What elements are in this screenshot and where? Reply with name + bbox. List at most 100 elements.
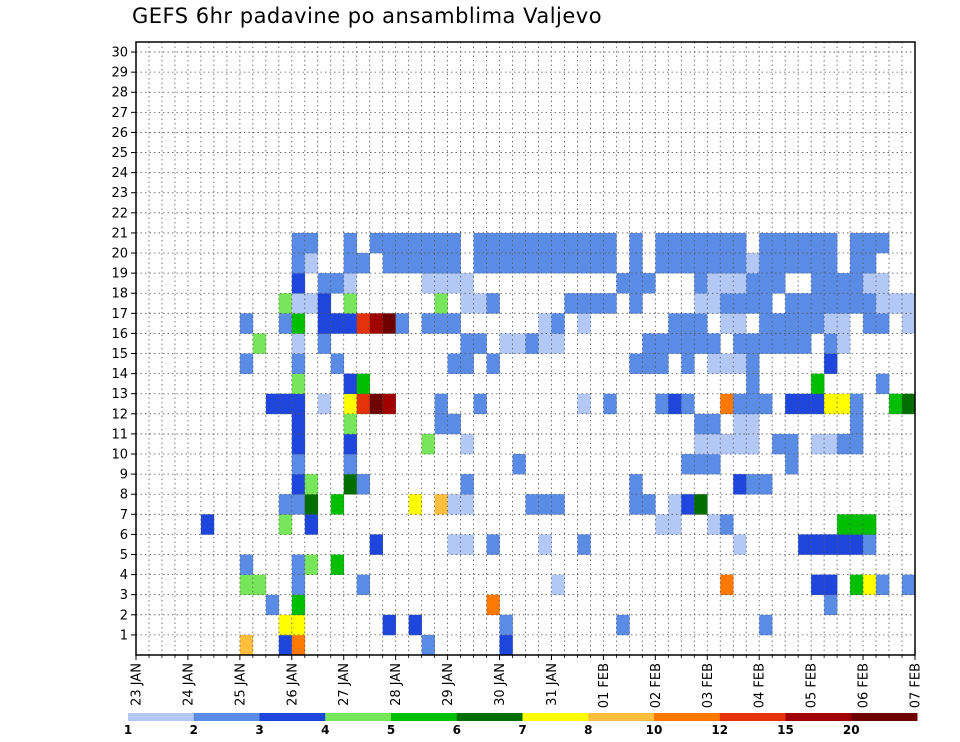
legend-label: 3 — [255, 723, 263, 737]
heatmap-cell — [603, 293, 617, 314]
heatmap-cell — [369, 313, 383, 334]
heatmap-cell — [746, 373, 760, 395]
heatmap-cell — [603, 232, 617, 254]
heatmap-cell — [460, 293, 474, 314]
heatmap-cell — [837, 333, 851, 354]
heatmap-cell — [668, 253, 682, 274]
heatmap-cell — [694, 333, 708, 354]
x-axis: 23 JAN 24 JAN 25 JAN 26 JAN 27 JAN 28 JAN 29 J… — [130, 655, 924, 708]
x-tick-label: 26 JAN — [285, 663, 300, 706]
heatmap-cell — [694, 273, 708, 294]
heatmap-cell — [512, 253, 526, 274]
heatmap-cell — [291, 433, 306, 455]
heatmap-cell — [694, 494, 708, 515]
heatmap-cell — [382, 232, 396, 254]
heatmap-cell — [811, 273, 825, 294]
heatmap-cell — [733, 253, 747, 274]
heatmap-cell — [577, 253, 591, 274]
heatmap-cell — [291, 454, 306, 475]
heatmap-cell — [317, 273, 332, 294]
heatmap-cell — [629, 293, 643, 314]
legend-label: 6 — [453, 723, 461, 737]
y-tick-label: 13 — [111, 387, 128, 402]
heatmap-cell — [759, 293, 773, 314]
heatmap-cell — [772, 232, 786, 254]
heatmap-cell — [668, 393, 682, 415]
heatmap-cell — [694, 433, 708, 455]
heatmap-cell — [733, 413, 747, 435]
heatmap-cell — [304, 253, 319, 274]
heatmap-cell — [343, 313, 358, 334]
heatmap-cell — [798, 333, 812, 354]
heatmap-cell — [707, 454, 721, 475]
heatmap-cell — [356, 373, 370, 395]
heatmap-cell — [863, 232, 877, 254]
legend-swatch — [719, 713, 786, 721]
heatmap-cell — [382, 253, 396, 274]
heatmap-cell — [460, 474, 474, 495]
x-tick-label: 06 FEB — [857, 663, 872, 708]
heatmap-cell — [824, 333, 838, 354]
heatmap-cell — [824, 574, 838, 596]
heatmap-cell — [577, 293, 591, 314]
y-tick-label: 26 — [111, 126, 128, 141]
heatmap-cell — [876, 232, 890, 254]
heatmap-cell — [369, 393, 383, 415]
heatmap-cell — [850, 273, 864, 294]
heatmap-cell — [356, 574, 370, 596]
heatmap-cell — [486, 253, 500, 274]
heatmap-cell — [421, 273, 435, 294]
heatmap-cell — [603, 253, 617, 274]
heatmap-cell — [785, 232, 799, 254]
legend-swatch — [259, 713, 326, 721]
heatmap-cell — [759, 232, 773, 254]
heatmap-cell — [200, 514, 215, 535]
heatmap-cell — [720, 232, 734, 254]
heatmap-cell — [811, 574, 825, 596]
heatmap-cell — [278, 494, 293, 515]
heatmap-cell — [590, 253, 604, 274]
heatmap-cell — [551, 253, 565, 274]
y-axis: 1234567891011121314151617181920212223242… — [111, 46, 136, 643]
heatmap-cell — [785, 433, 799, 455]
y-tick-label: 9 — [120, 468, 128, 483]
heatmap-cell — [512, 232, 526, 254]
heatmap-cell — [668, 313, 682, 334]
heatmap-cell — [850, 232, 864, 254]
heatmap-cell — [291, 313, 306, 334]
heatmap-cell — [343, 393, 358, 415]
legend-label: 5 — [387, 723, 395, 737]
heatmap-cell — [525, 333, 539, 354]
heatmap-cell — [902, 313, 916, 334]
x-tick-label: 03 FEB — [701, 663, 716, 708]
heatmap-cell — [746, 413, 760, 435]
heatmap-cell — [538, 333, 552, 354]
heatmap-cell — [720, 433, 734, 455]
heatmap-cell — [291, 614, 306, 636]
heatmap-cell — [824, 353, 838, 374]
legend-label: 12 — [711, 723, 728, 737]
heatmap-cell — [317, 333, 332, 354]
heatmap-cell — [538, 494, 552, 515]
heatmap-cell — [694, 293, 708, 314]
heatmap-cell — [382, 393, 396, 415]
heatmap-cell — [720, 353, 734, 374]
heatmap-cell — [343, 373, 358, 395]
heatmap-cell — [421, 253, 435, 274]
x-tick-label: 01 FEB — [597, 663, 612, 708]
heatmap-cell — [837, 293, 851, 314]
heatmap-cell — [876, 293, 890, 314]
y-tick-label: 5 — [120, 548, 128, 563]
legend-label: 8 — [584, 723, 592, 737]
heatmap-cell — [629, 353, 643, 374]
y-tick-label: 18 — [111, 287, 128, 302]
heatmap-cell — [837, 393, 851, 415]
heatmap-cell — [421, 433, 435, 455]
legend-swatch — [391, 713, 458, 721]
heatmap-cell — [681, 253, 695, 274]
heatmap-cell — [720, 273, 734, 294]
heatmap-cell — [499, 614, 513, 636]
heatmap-cell — [499, 232, 513, 254]
heatmap-cell — [356, 253, 370, 274]
heatmap-cell — [525, 494, 539, 515]
